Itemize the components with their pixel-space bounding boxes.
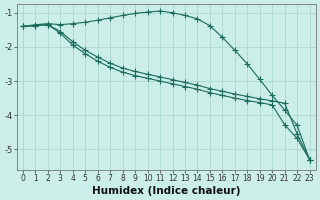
X-axis label: Humidex (Indice chaleur): Humidex (Indice chaleur) bbox=[92, 186, 241, 196]
